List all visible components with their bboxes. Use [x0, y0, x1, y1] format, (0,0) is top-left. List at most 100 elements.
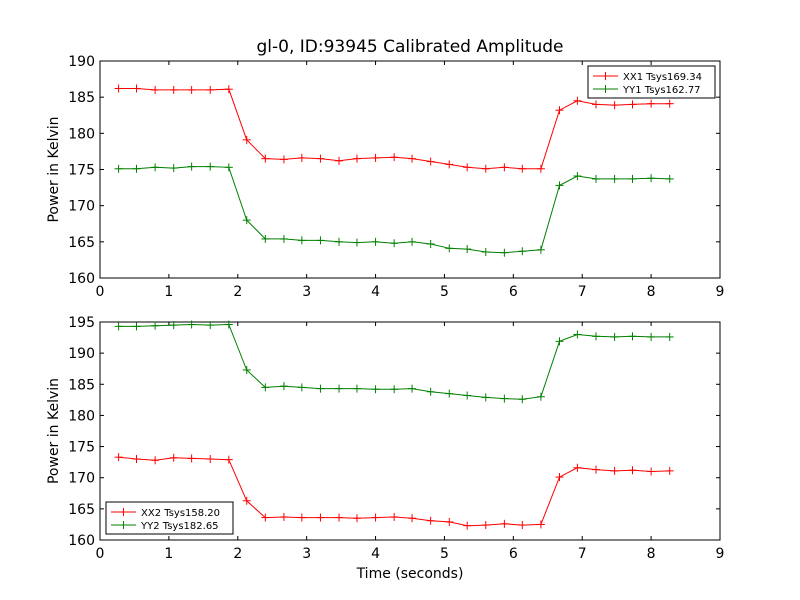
legend-label: XX1 Tsys169.34 — [623, 72, 702, 83]
data-point — [132, 84, 141, 93]
bottom-panel: 0 1 2 3 4 5 6 7 8 9 160 165 170 175 180 185 190 195 Power … — [46, 315, 724, 582]
data-point — [242, 216, 251, 225]
data-point — [426, 240, 435, 249]
x-tick-label: 5 — [440, 284, 449, 300]
data-point — [555, 337, 564, 346]
data-point — [573, 330, 582, 339]
data-point — [132, 322, 141, 331]
y-tick-label: 175 — [68, 163, 95, 179]
data-point — [610, 466, 619, 475]
x-tick-label: 9 — [716, 284, 725, 300]
data-point — [151, 456, 160, 465]
data-point — [647, 467, 656, 476]
x-tick-label: 9 — [716, 546, 725, 562]
legend: XX1 Tsys169.34 YY1 Tsys162.77 — [587, 65, 716, 99]
x-axis-label: Time (seconds) — [356, 566, 464, 582]
data-point — [463, 521, 472, 530]
data-point — [555, 473, 564, 482]
x-tick-label: 3 — [302, 546, 311, 562]
data-point — [206, 162, 215, 171]
data-point — [573, 96, 582, 105]
data-point — [481, 247, 490, 256]
chart-title: gl-0, ID:93945 Calibrated Amplitude — [257, 37, 564, 57]
data-point — [224, 163, 233, 172]
data-point — [408, 237, 417, 246]
y-tick-label: 165 — [68, 235, 95, 251]
data-point — [151, 85, 160, 94]
data-point — [592, 332, 600, 341]
data-point — [536, 392, 545, 401]
data-point — [151, 321, 160, 330]
data-point — [224, 455, 233, 464]
data-point — [297, 383, 306, 392]
data-point — [297, 153, 306, 162]
data-point — [463, 391, 472, 400]
data-point — [132, 455, 141, 464]
data-point — [665, 99, 674, 108]
data-point — [390, 239, 399, 248]
data-point — [665, 174, 674, 183]
data-point — [390, 153, 399, 162]
data-point — [224, 320, 233, 329]
data-point — [628, 100, 637, 109]
data-point — [536, 245, 545, 254]
legend-label: YY1 Tsys162.77 — [622, 85, 701, 96]
data-point — [647, 99, 656, 108]
data-point — [408, 154, 417, 163]
x-tick-label: 8 — [647, 546, 656, 562]
x-tick-label: 7 — [578, 284, 587, 300]
data-point — [261, 513, 270, 522]
data-point — [445, 244, 454, 253]
legend-box — [587, 65, 716, 99]
y-tick-label: 160 — [68, 533, 95, 549]
data-point — [371, 513, 380, 522]
top-panel: 0 1 2 3 4 5 6 7 8 9 160 165 170 175 180 185 190 Power in … — [46, 54, 724, 300]
data-point — [335, 513, 344, 522]
data-point — [335, 384, 344, 393]
y-tick-label: 175 — [68, 440, 95, 456]
data-point — [628, 332, 637, 341]
data-point — [114, 322, 123, 331]
data-point — [390, 512, 399, 521]
data-point — [500, 519, 509, 528]
data-point — [279, 155, 288, 164]
data-point — [316, 154, 325, 163]
data-point — [592, 100, 600, 109]
data-point — [592, 174, 600, 183]
x-tick-label: 4 — [371, 284, 380, 300]
x-tick-label: 6 — [509, 284, 518, 300]
data-point — [335, 237, 344, 246]
y-axis-label: Power in Kelvin — [46, 378, 62, 484]
x-tick-label: 1 — [164, 284, 173, 300]
data-point — [518, 164, 527, 173]
data-point — [371, 385, 380, 394]
data-point — [187, 162, 196, 171]
data-point — [187, 85, 196, 94]
data-point — [500, 163, 509, 172]
data-point — [279, 234, 288, 243]
data-point — [261, 234, 270, 243]
data-point — [463, 163, 472, 172]
data-point — [481, 164, 490, 173]
data-point — [169, 85, 178, 94]
data-point — [279, 382, 288, 391]
x-tick-label: 5 — [440, 546, 449, 562]
data-point — [445, 389, 454, 398]
data-point — [316, 384, 325, 393]
x-tick-label: 3 — [302, 284, 311, 300]
data-point — [297, 513, 306, 522]
data-point — [114, 84, 123, 93]
legend-box — [105, 501, 234, 535]
y-tick-label: 170 — [68, 199, 95, 215]
data-point — [592, 465, 600, 474]
y-tick-label: 195 — [68, 315, 95, 331]
data-point — [500, 248, 509, 257]
data-point — [371, 153, 380, 162]
data-point — [573, 172, 582, 181]
data-point — [518, 395, 527, 404]
data-point — [463, 245, 472, 254]
data-point — [408, 384, 417, 393]
data-point — [261, 154, 270, 163]
data-point — [187, 454, 196, 463]
